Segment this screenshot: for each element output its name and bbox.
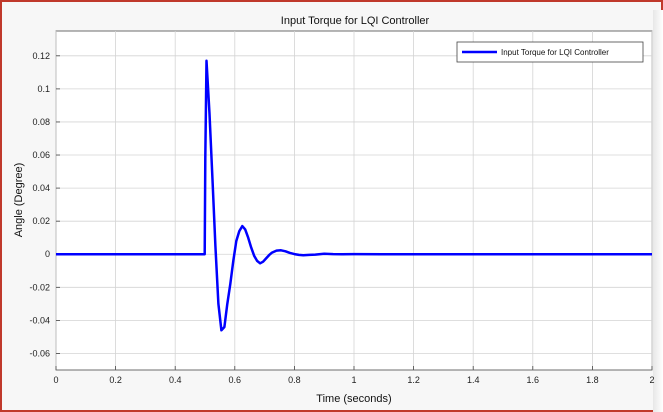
x-tick-label: 0.6 [229,375,242,385]
x-tick-label: 0.8 [288,375,301,385]
x-axis-ticks: 0 0.2 0.4 0.6 0.8 1 1.2 1.4 1.6 1.8 2 [53,366,655,385]
grid [55,31,653,370]
y-tick-label: 0.04 [32,183,50,193]
legend: Input Torque for LQI Controller [456,41,644,63]
y-tick-label: 0 [45,249,50,259]
legend-entry: Input Torque for LQI Controller [501,48,609,57]
y-tick-label: -0.04 [29,315,50,325]
y-tick-label: 0.02 [32,216,50,226]
x-axis-label: Time (seconds) [316,393,391,405]
x-tick-label: 1.4 [467,375,480,385]
x-tick-label: 1.8 [586,375,599,385]
legend-box [456,41,644,63]
y-axis-ticks: 0.12 0.1 0.08 0.06 0.04 0.02 0 -0.02 -0.04 -0.06 [29,51,60,358]
x-tick-label: 1.6 [527,375,540,385]
y-tick-label: 0.12 [32,51,50,61]
y-tick-label: 0.1 [37,84,50,94]
x-tick-label: 2 [649,375,654,385]
y-tick-label: -0.02 [29,282,50,292]
y-axis-label: Angle (Degree) [13,163,25,238]
x-tick-label: 1 [351,375,356,385]
chart-title: Input Torque for LQI Controller [281,15,430,27]
x-tick-label: 0.2 [109,375,122,385]
series-line [56,59,652,332]
series-lines [56,59,652,332]
frame-shadow [653,10,663,412]
x-tick-label: 0 [53,375,58,385]
x-tick-label: 1.2 [407,375,420,385]
x-tick-label: 0.4 [169,375,182,385]
y-tick-label: 0.08 [32,117,50,127]
y-tick-label: -0.06 [29,348,50,358]
y-tick-label: 0.06 [32,150,50,160]
